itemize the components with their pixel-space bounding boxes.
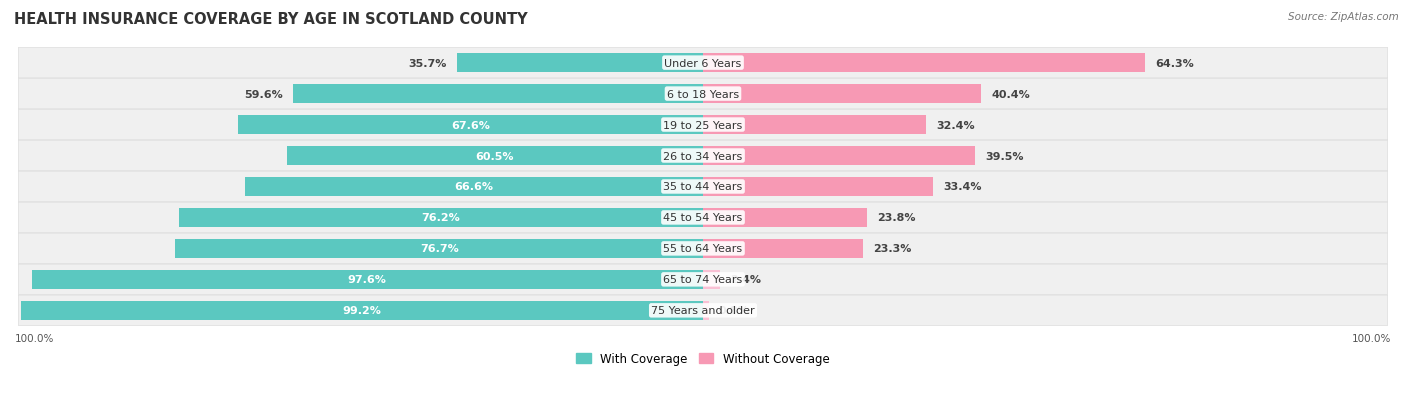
Bar [292,85,703,104]
Bar [703,301,709,320]
Bar [238,116,703,135]
Text: 35 to 44 Years: 35 to 44 Years [664,182,742,192]
Bar [179,208,703,228]
FancyBboxPatch shape [18,234,1388,264]
FancyBboxPatch shape [18,48,1388,78]
Bar [245,178,703,197]
Bar [457,54,703,73]
Bar [703,270,720,289]
Bar [31,270,703,289]
Bar [703,239,863,259]
Bar [703,116,927,135]
Text: 45 to 54 Years: 45 to 54 Years [664,213,742,223]
Text: 33.4%: 33.4% [943,182,981,192]
Text: 0.8%: 0.8% [718,306,749,316]
FancyBboxPatch shape [18,79,1388,109]
Text: 76.2%: 76.2% [422,213,460,223]
Text: 75 Years and older: 75 Years and older [651,306,755,316]
Bar [176,239,703,259]
FancyBboxPatch shape [18,265,1388,295]
Text: 59.6%: 59.6% [243,89,283,100]
Text: 65 to 74 Years: 65 to 74 Years [664,275,742,285]
Text: 23.8%: 23.8% [877,213,915,223]
Text: 39.5%: 39.5% [986,151,1024,161]
FancyBboxPatch shape [18,203,1388,233]
Text: Under 6 Years: Under 6 Years [665,59,741,69]
Legend: With Coverage, Without Coverage: With Coverage, Without Coverage [572,348,834,370]
Text: 76.7%: 76.7% [420,244,458,254]
Text: 64.3%: 64.3% [1156,59,1195,69]
Bar [703,54,1146,73]
Text: 35.7%: 35.7% [409,59,447,69]
Text: 60.5%: 60.5% [475,151,515,161]
Text: Source: ZipAtlas.com: Source: ZipAtlas.com [1288,12,1399,22]
Bar [703,178,932,197]
Bar [287,147,703,166]
Text: 97.6%: 97.6% [347,275,387,285]
Bar [703,208,866,228]
Text: 32.4%: 32.4% [936,120,974,130]
FancyBboxPatch shape [18,110,1388,140]
Text: 67.6%: 67.6% [451,120,489,130]
Text: 100.0%: 100.0% [15,333,55,343]
Text: 23.3%: 23.3% [873,244,912,254]
Text: 2.4%: 2.4% [730,275,761,285]
Bar [703,147,974,166]
Bar [21,301,703,320]
FancyBboxPatch shape [18,172,1388,202]
FancyBboxPatch shape [18,141,1388,171]
Text: 100.0%: 100.0% [1351,333,1391,343]
FancyBboxPatch shape [18,295,1388,326]
Text: 6 to 18 Years: 6 to 18 Years [666,89,740,100]
Text: 55 to 64 Years: 55 to 64 Years [664,244,742,254]
Text: 40.4%: 40.4% [991,89,1031,100]
Text: 66.6%: 66.6% [454,182,494,192]
Text: HEALTH INSURANCE COVERAGE BY AGE IN SCOTLAND COUNTY: HEALTH INSURANCE COVERAGE BY AGE IN SCOT… [14,12,527,27]
Bar [703,85,981,104]
Text: 99.2%: 99.2% [342,306,381,316]
Text: 26 to 34 Years: 26 to 34 Years [664,151,742,161]
Text: 19 to 25 Years: 19 to 25 Years [664,120,742,130]
